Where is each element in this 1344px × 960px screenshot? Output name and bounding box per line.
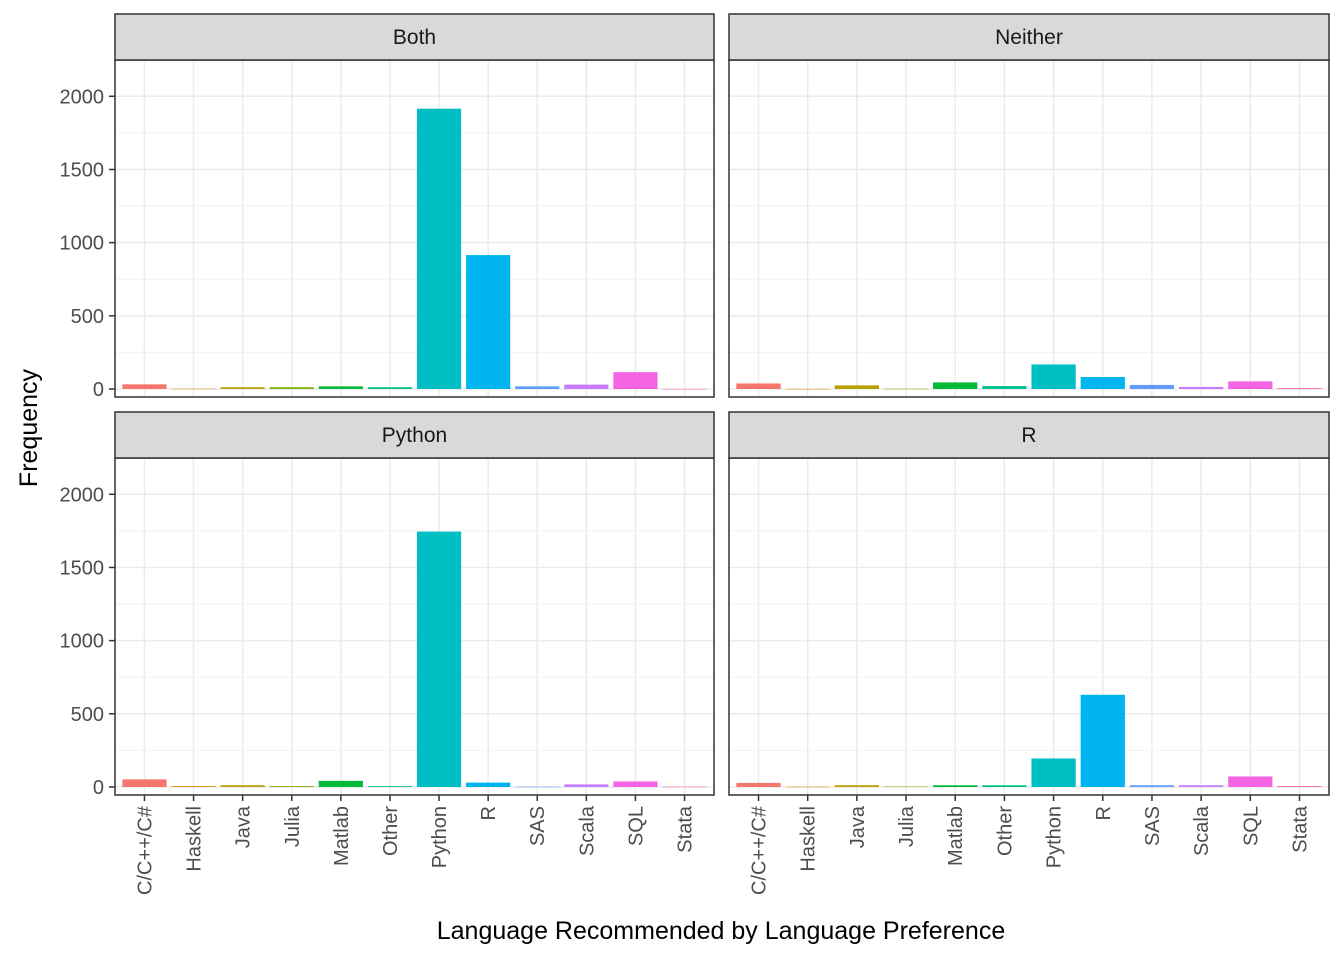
bar-r-c-c-c: [736, 782, 781, 787]
facet-label-both: Both: [393, 26, 436, 49]
x-tick-label-other: Other: [994, 806, 1016, 856]
bar-both-r: [466, 255, 511, 389]
y-tick-label: 1000: [60, 631, 105, 653]
bar-python-matlab: [318, 780, 363, 787]
facet-strip-both: [114, 13, 715, 61]
bar-neither-stata: [1277, 388, 1322, 389]
x-tick-label-matlab: Matlab: [331, 806, 353, 866]
x-axis-title: Language Recommended by Language Prefere…: [437, 917, 1005, 945]
bar-r-r: [1080, 694, 1125, 787]
x-tick-label-scala: Scala: [576, 805, 598, 856]
x-tick-label-matlab: Matlab: [945, 806, 967, 866]
bar-both-matlab: [318, 386, 363, 389]
panel-background-python: [115, 458, 714, 795]
bar-both-c-c-c: [122, 384, 167, 389]
bar-python-other: [367, 786, 413, 787]
bar-python-sql: [613, 781, 658, 787]
x-tick-label-stata: Stata: [1289, 805, 1311, 853]
bar-python-julia: [269, 786, 314, 787]
bar-neither-python: [1031, 364, 1076, 389]
y-tick-label: 0: [93, 379, 104, 401]
bar-r-python: [1031, 758, 1076, 787]
bar-neither-java: [834, 385, 879, 389]
x-tick-label-c-c-c: C/C++/C#: [134, 805, 156, 895]
bar-neither-sas: [1129, 384, 1175, 389]
bar-r-julia: [883, 786, 929, 788]
x-tick-label-sql: SQL: [1240, 806, 1262, 846]
bar-both-julia: [269, 387, 314, 389]
y-axis-title: Frequency: [15, 368, 43, 487]
bar-r-haskell: [785, 786, 830, 788]
x-tick-label-scala: Scala: [1191, 805, 1213, 856]
bar-both-java: [220, 387, 265, 389]
x-tick-label-java: Java: [233, 805, 255, 848]
bar-neither-matlab: [933, 382, 978, 389]
x-tick-label-haskell: Haskell: [798, 806, 820, 872]
bar-python-haskell: [171, 786, 216, 787]
panel-background-r: [729, 458, 1329, 795]
bar-neither-scala: [1179, 386, 1224, 389]
bar-neither-c-c-c: [736, 383, 781, 389]
bar-r-sas: [1129, 785, 1175, 787]
bar-neither-haskell: [785, 388, 830, 390]
x-tick-label-java: Java: [847, 805, 869, 848]
facet-strip-neither: [728, 13, 1330, 61]
y-tick-label: 2000: [60, 86, 105, 108]
y-tick-label: 1500: [60, 159, 105, 181]
x-tick-label-julia: Julia: [282, 805, 304, 847]
bar-r-sql: [1228, 776, 1273, 787]
x-tick-label-python: Python: [1044, 806, 1066, 868]
bar-neither-r: [1080, 376, 1125, 389]
bar-python-python: [416, 531, 462, 787]
y-tick-label: 2000: [60, 484, 105, 506]
bar-both-haskell: [171, 388, 216, 390]
x-tick-label-stata: Stata: [675, 805, 697, 853]
bar-both-sql: [613, 372, 658, 389]
y-tick-label: 1000: [60, 233, 105, 255]
bar-both-python: [416, 108, 462, 390]
bar-python-stata: [662, 786, 707, 788]
bar-r-stata: [1277, 786, 1322, 787]
x-tick-label-r: R: [1093, 806, 1115, 820]
bar-neither-sql: [1228, 381, 1273, 389]
bar-neither-julia: [883, 388, 929, 390]
bar-both-scala: [564, 384, 609, 389]
y-tick-label: 1500: [60, 557, 105, 579]
bar-r-other: [982, 785, 1027, 787]
bar-both-other: [367, 387, 413, 389]
x-tick-label-python: Python: [429, 806, 451, 868]
facet-label-python: Python: [382, 424, 447, 447]
bar-both-stata: [662, 388, 707, 390]
bar-both-sas: [515, 386, 560, 389]
bar-r-java: [834, 785, 879, 787]
bar-python-r: [466, 782, 511, 787]
x-tick-label-c-c-c: C/C++/C#: [749, 805, 771, 895]
y-tick-label: 500: [71, 704, 104, 726]
panel-background-both: [115, 60, 714, 397]
bar-python-java: [220, 785, 265, 787]
facet-strip-python: [114, 411, 715, 459]
panel-background-neither: [729, 60, 1329, 397]
bar-r-matlab: [933, 785, 978, 787]
y-tick-label: 500: [71, 306, 104, 328]
x-tick-label-julia: Julia: [896, 805, 918, 847]
bar-python-scala: [564, 784, 609, 787]
x-tick-label-haskell: Haskell: [184, 806, 206, 872]
x-tick-label-other: Other: [380, 806, 402, 856]
bar-python-sas: [515, 786, 560, 788]
x-tick-label-r: R: [478, 806, 500, 820]
x-tick-label-sql: SQL: [625, 806, 647, 846]
y-tick-label: 0: [93, 777, 104, 799]
facet-label-r: R: [1021, 424, 1036, 447]
facet-label-neither: Neither: [995, 26, 1063, 49]
x-tick-label-sas: SAS: [1142, 806, 1164, 846]
bar-python-c-c-c: [122, 779, 167, 787]
x-tick-label-sas: SAS: [527, 806, 549, 846]
bar-r-scala: [1179, 785, 1224, 787]
facet-strip-r: [728, 411, 1330, 459]
bar-neither-other: [982, 386, 1027, 389]
